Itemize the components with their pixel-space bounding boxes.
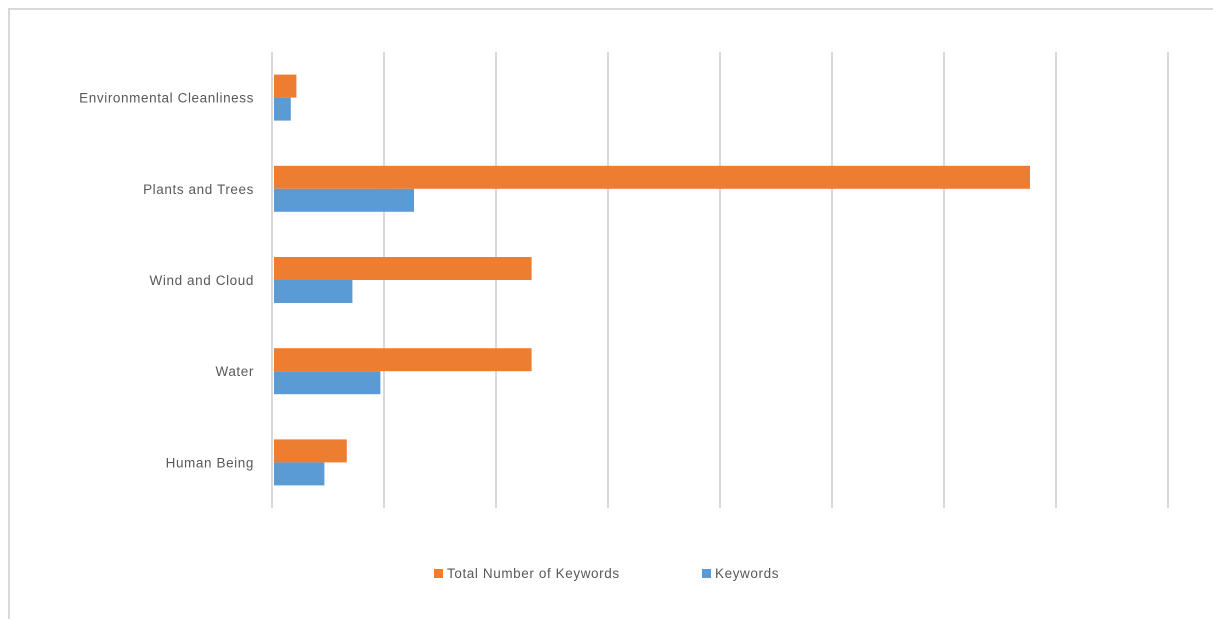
category-label: Wind and Cloud bbox=[150, 273, 254, 288]
legend-label: Total Number of Keywords bbox=[447, 566, 620, 581]
category-label: Water bbox=[215, 364, 254, 379]
bar-total bbox=[274, 74, 297, 98]
category-labels: Environmental Cleanliness Plants and Tree… bbox=[79, 91, 254, 471]
bar-total bbox=[274, 257, 532, 280]
bar-keywords bbox=[274, 188, 414, 212]
bar-keywords bbox=[274, 280, 353, 303]
legend-label: Keywords bbox=[715, 566, 779, 581]
category-label: Environmental Cleanliness bbox=[79, 91, 254, 106]
bar-keywords bbox=[274, 462, 325, 486]
legend-swatch bbox=[434, 569, 443, 578]
legend-swatch bbox=[702, 569, 711, 578]
bar-total bbox=[274, 439, 347, 463]
bar-keywords bbox=[274, 371, 381, 395]
bars bbox=[274, 74, 1030, 486]
category-label: Plants and Trees bbox=[143, 182, 254, 197]
category-label: Human Being bbox=[166, 455, 254, 470]
bar-total bbox=[274, 348, 532, 372]
chart-frame bbox=[8, 8, 1213, 619]
bar-total bbox=[274, 165, 1030, 189]
legend: Total Number of Keywords Keywords bbox=[434, 566, 779, 581]
bar-keywords bbox=[274, 97, 291, 121]
